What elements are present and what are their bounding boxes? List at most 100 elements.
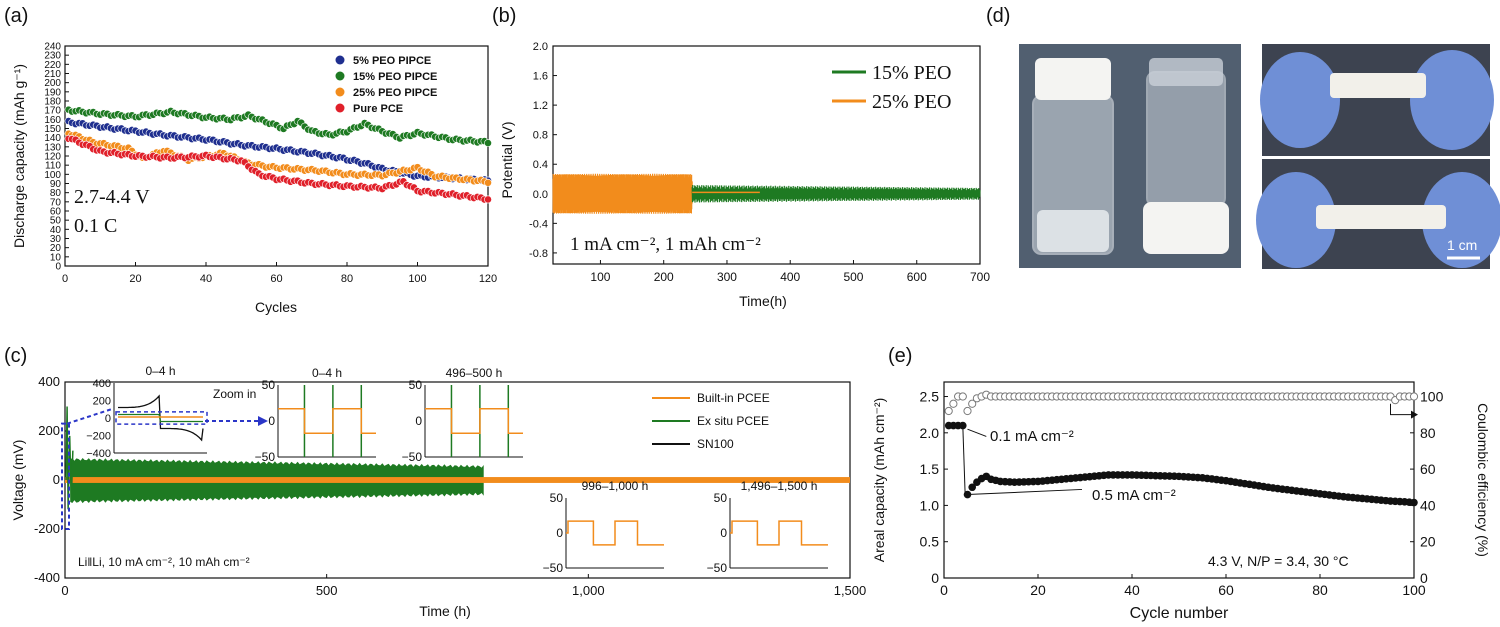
chart-a-legend: 5% PEO PIPCE 15% PEO PIPCE 25% PEO PIPCE…: [335, 55, 437, 115]
legend-a-label-3: Pure PCE: [353, 103, 403, 115]
chart-a-point: [484, 139, 492, 147]
chart-e-ce-point: [963, 406, 972, 416]
chart-e-ytick-right-label: 20: [1420, 534, 1436, 550]
chart-a-xtick-label: 100: [408, 273, 426, 285]
inset-ytick-label: 0: [556, 526, 563, 540]
inset-ytick-label: 50: [409, 378, 423, 392]
inset-orange-square: [425, 408, 523, 434]
chart-e-xtick-label: 20: [1030, 582, 1046, 598]
chart-c-ytick-label: 200: [38, 423, 60, 438]
vial-right: [1146, 71, 1226, 207]
inset-ytick-label: 0: [105, 413, 111, 425]
chart-e-ytick-right-label: 60: [1420, 461, 1436, 477]
glove-right-bottom: [1422, 172, 1500, 268]
chart-a-ytick-label: 130: [44, 142, 61, 153]
chart-e-right-axis-arrowhead: [1411, 410, 1418, 419]
chart-c-legend: Built-in PCEE Ex situ PCEE SN100: [652, 391, 770, 451]
chart-a-xtick-label: 80: [341, 273, 353, 285]
inset-green-line: [118, 413, 203, 423]
film-unstretched: [1330, 73, 1426, 98]
vial-left-cap: [1035, 58, 1111, 100]
chart-b-series-orange: [552, 173, 693, 214]
vial-right-rim: [1149, 58, 1223, 86]
chart-a-ytick-label: 30: [50, 234, 62, 245]
chart-b-xtick-label: 100: [590, 270, 610, 284]
chart-c-zoom-arrowhead: [258, 416, 268, 426]
inset-ytick-label: −50: [255, 450, 276, 464]
chart-b-ticks: 100 200 300 400 500 600 700 -0.8 -0.4 0.0 0.4 0.8 1.…: [529, 41, 990, 284]
chart-e-ytick-left-label: 1.0: [920, 497, 940, 513]
chart-b-xtick-label: 600: [907, 270, 927, 284]
chart-e-xtick-label: 40: [1124, 582, 1140, 598]
chart-b-xtick-label: 500: [843, 270, 863, 284]
chart-e-capacity-point: [963, 490, 972, 499]
chart-e-ytick-left-label: 2.0: [920, 425, 940, 441]
chart-a-ytick-label: 110: [45, 161, 61, 172]
chart-a-ytick-label: 90: [50, 179, 62, 190]
legend-a-label-1: 15% PEO PIPCE: [353, 71, 437, 83]
vial-left-liquid: [1037, 210, 1109, 252]
chart-e-arrow-high: [967, 488, 1083, 496]
legend-a-label-2: 25% PEO PIPCE: [353, 87, 437, 99]
chart-e-ytick-right-label: 80: [1420, 425, 1436, 441]
chart-b-ytick-label: 0.0: [533, 189, 548, 201]
inset-ytick-label: −50: [402, 450, 423, 464]
chart-b-frame: [552, 45, 981, 265]
chart-e-ce-point: [944, 406, 953, 416]
chart-e-ytick-right-label: 100: [1420, 389, 1444, 405]
chart-e-xtick-label: 0: [940, 582, 948, 598]
chart-b-ytick-label: -0.8: [529, 248, 548, 260]
chart-a-ytick-label: 220: [44, 60, 61, 71]
chart-e-ytick-left-label: 0.5: [920, 534, 940, 550]
chart-e-marks: [944, 390, 1419, 507]
chart-c-inset: 1,496–1,500 h 50 0 −50: [707, 479, 828, 575]
legend-c-label-2: SN100: [697, 437, 734, 451]
legend-a-marker-orange: [335, 87, 345, 97]
inset-ytick-label: 400: [93, 378, 111, 390]
chart-b-xtick-label: 200: [654, 270, 674, 284]
inset-sn100-line: [118, 394, 204, 442]
chart-b-ytick-label: 0.8: [533, 130, 548, 142]
inset-orange-square: [278, 408, 376, 434]
chart-a-ytick-label: 160: [44, 115, 61, 126]
chart-b-legend: 15% PEO 25% PEO: [832, 62, 951, 113]
chart-c-annotation: Li‖Li, 10 mA cm⁻², 10 mAh cm⁻²: [78, 555, 250, 569]
chart-a-ytick-label: 70: [50, 197, 62, 208]
chart-e-ytick-right-label: 0: [1420, 570, 1428, 586]
chart-e-ce-point: [949, 399, 958, 408]
inset-ytick-label: 200: [93, 396, 111, 408]
chart-e-capacity-point: [1410, 498, 1418, 507]
panel-label-d: (d): [986, 5, 1010, 27]
inset-ytick-label: −400: [86, 448, 111, 460]
chart-c-inset: 996–1,000 h 50 0 −50: [543, 479, 664, 575]
chart-a-xtick-label: 60: [270, 273, 282, 285]
chart-b-xlabel: Time(h): [739, 293, 787, 309]
chart-b-xtick-label: 700: [970, 270, 990, 284]
chart-b-ytick-label: 0.4: [533, 159, 548, 171]
chart-b: 100 200 300 400 500 600 700 -0.8 -0.4 0.0 0.4 0.8 1.…: [499, 41, 990, 309]
chart-e-ce-point: [1409, 392, 1419, 401]
chart-a-ytick-label: 100: [44, 170, 61, 181]
chart-b-ytick-label: -0.4: [529, 218, 548, 230]
legend-a-marker-blue: [335, 55, 345, 65]
inset-ytick-label: −50: [543, 561, 564, 575]
chart-a-ytick-label: 230: [44, 51, 61, 62]
chart-a-ytick-label: 240: [44, 42, 61, 53]
chart-b-ytick-label: 1.6: [533, 71, 548, 83]
legend-b-label-0: 15% PEO: [872, 62, 951, 84]
chart-c-ylabel: Voltage (mV): [10, 440, 26, 521]
chart-b-annotation: 1 mA cm⁻², 1 mAh cm⁻²: [570, 234, 761, 255]
inset-orange-square: [730, 520, 828, 546]
chart-c-zoom-box: [61, 422, 70, 530]
chart-c-ytick-label: -200: [34, 521, 60, 536]
chart-e-ylabel-right: Coulombic efficiency (%): [1475, 403, 1491, 557]
chart-a-annotation-rate: 0.1 C: [74, 215, 117, 237]
chart-e-xlabel: Cycle number: [1130, 605, 1229, 622]
chart-a-ytick-label: 60: [50, 207, 62, 218]
chart-c-xtick-label: 0: [61, 583, 68, 598]
chart-a-xtick-label: 40: [200, 273, 212, 285]
film-stretched: [1316, 205, 1446, 229]
